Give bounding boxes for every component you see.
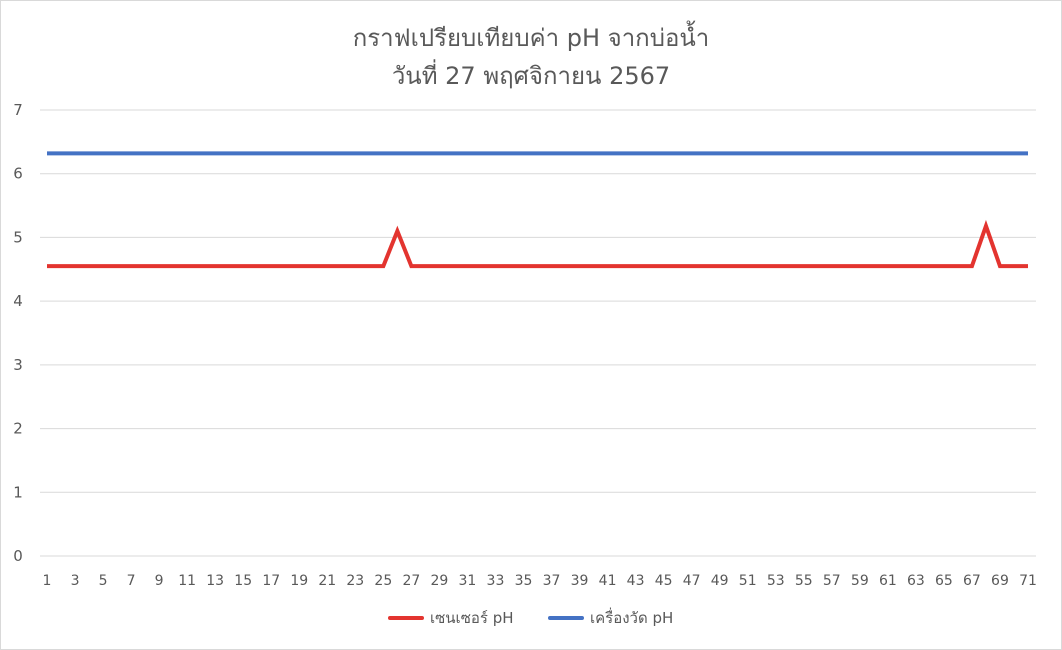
series-lines (47, 151, 1028, 269)
chart-subtitle: วันที่ 27 พฤศจิกายน 2567 (391, 62, 671, 90)
x-tick-label: 61 (879, 573, 897, 589)
x-tick-label: 43 (627, 573, 645, 589)
x-tick-label: 47 (683, 573, 701, 589)
x-tick-label: 11 (178, 573, 196, 589)
x-tick-label: 1 (43, 573, 52, 589)
x-tick-label: 41 (599, 573, 617, 589)
legend-item-sensor: เซนเซอร์ pH (388, 606, 514, 630)
x-tick-label: 31 (459, 573, 477, 589)
y-tick-label: 7 (13, 101, 23, 119)
series-line-sensor (47, 219, 1028, 269)
legend-label-meter: เครื่องวัด pH (590, 609, 674, 627)
x-tick-label: 37 (543, 573, 561, 589)
x-tick-label: 25 (374, 573, 392, 589)
legend-swatch-sensor (388, 616, 424, 620)
x-tick-label: 63 (907, 573, 925, 589)
x-tick-label: 49 (711, 573, 729, 589)
legend-swatch-meter (548, 616, 584, 620)
x-tick-label: 29 (430, 573, 448, 589)
x-tick-label: 27 (402, 573, 420, 589)
y-tick-label: 0 (13, 547, 23, 565)
x-tick-label: 33 (487, 573, 505, 589)
x-axis-tick-labels: 1 3 5 7 9 11 13 15 17 19 21 23 25 27 29 31 33 35 37 39 41 43 4… (43, 573, 1037, 589)
x-tick-label: 9 (155, 573, 164, 589)
x-tick-label: 15 (234, 573, 252, 589)
y-tick-label: 4 (13, 292, 23, 310)
x-tick-label: 53 (767, 573, 785, 589)
x-tick-label: 5 (99, 573, 108, 589)
y-tick-label: 6 (13, 165, 23, 183)
gridlines (40, 109, 1036, 557)
x-tick-label: 57 (823, 573, 841, 589)
x-tick-label: 39 (571, 573, 589, 589)
x-tick-label: 65 (935, 573, 953, 589)
x-tick-label: 13 (206, 573, 224, 589)
x-tick-label: 45 (655, 573, 673, 589)
y-tick-label: 3 (13, 356, 23, 374)
x-tick-label: 51 (739, 573, 757, 589)
x-tick-label: 71 (1019, 573, 1037, 589)
chart-title: กราฟเปรียบเทียบค่า pH จากบ่อน้ำ (352, 24, 710, 52)
legend-item-meter: เครื่องวัด pH (548, 606, 673, 630)
x-tick-label: 69 (991, 573, 1009, 589)
y-tick-label: 5 (13, 228, 23, 246)
x-tick-label: 17 (262, 573, 280, 589)
x-tick-label: 59 (851, 573, 869, 589)
y-axis-tick-labels: 0 1 2 3 4 5 6 7 (13, 101, 23, 565)
x-tick-label: 67 (963, 573, 981, 589)
x-tick-label: 55 (795, 573, 813, 589)
x-tick-label: 35 (515, 573, 533, 589)
x-tick-label: 19 (290, 573, 308, 589)
y-tick-label: 2 (13, 420, 23, 438)
y-tick-label: 1 (13, 483, 23, 501)
x-tick-label: 23 (346, 573, 364, 589)
x-tick-label: 7 (127, 573, 136, 589)
legend-label-sensor: เซนเซอร์ pH (430, 609, 514, 627)
x-tick-label: 21 (318, 573, 336, 589)
x-tick-label: 3 (71, 573, 80, 589)
